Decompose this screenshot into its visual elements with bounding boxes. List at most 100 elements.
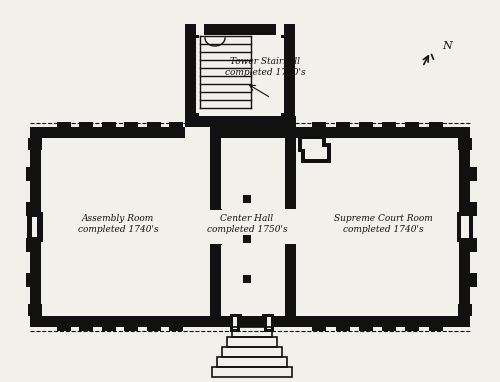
- Bar: [30, 274, 41, 287]
- Bar: [147, 320, 161, 331]
- Bar: [28, 304, 42, 316]
- Bar: [359, 320, 373, 331]
- Bar: [30, 127, 41, 327]
- Bar: [298, 138, 326, 152]
- Bar: [185, 24, 295, 35]
- Bar: [30, 167, 41, 181]
- Bar: [461, 216, 469, 238]
- Bar: [466, 238, 477, 252]
- Bar: [232, 327, 272, 337]
- Bar: [210, 116, 224, 138]
- Bar: [234, 314, 242, 327]
- Bar: [124, 122, 138, 132]
- Bar: [124, 316, 138, 327]
- Bar: [124, 127, 138, 138]
- Bar: [459, 167, 470, 181]
- Bar: [170, 122, 183, 132]
- Bar: [210, 138, 221, 316]
- Bar: [212, 367, 292, 377]
- Bar: [428, 316, 442, 327]
- Bar: [79, 127, 93, 138]
- Bar: [170, 127, 183, 138]
- Bar: [27, 212, 43, 242]
- Bar: [285, 127, 295, 138]
- Bar: [26, 202, 37, 216]
- Bar: [305, 147, 327, 159]
- Text: Assembly Room
completed 1740's: Assembly Room completed 1740's: [78, 214, 158, 234]
- Bar: [147, 316, 161, 327]
- Bar: [382, 320, 396, 331]
- Bar: [267, 317, 271, 329]
- Bar: [30, 316, 470, 327]
- Bar: [124, 320, 138, 331]
- Bar: [308, 151, 317, 160]
- Bar: [459, 202, 470, 216]
- Bar: [26, 274, 37, 287]
- Bar: [285, 209, 296, 244]
- Bar: [230, 314, 240, 332]
- Bar: [227, 126, 267, 138]
- Bar: [102, 320, 116, 331]
- Bar: [196, 13, 204, 35]
- Bar: [359, 127, 373, 138]
- Bar: [102, 316, 116, 327]
- Bar: [26, 167, 37, 181]
- Bar: [336, 122, 349, 132]
- Bar: [217, 357, 287, 367]
- Bar: [312, 320, 326, 331]
- Bar: [428, 122, 442, 132]
- Bar: [282, 116, 296, 138]
- Bar: [336, 127, 349, 138]
- Bar: [227, 337, 277, 347]
- Bar: [457, 212, 473, 242]
- Bar: [284, 24, 295, 127]
- Bar: [185, 127, 221, 138]
- Bar: [301, 143, 331, 163]
- Bar: [79, 316, 93, 327]
- Bar: [30, 238, 41, 252]
- Bar: [382, 316, 396, 327]
- Bar: [26, 238, 37, 252]
- Bar: [458, 138, 472, 150]
- Bar: [406, 127, 419, 138]
- Bar: [79, 320, 93, 331]
- Bar: [243, 235, 251, 243]
- Bar: [56, 320, 70, 331]
- Bar: [466, 274, 477, 287]
- Bar: [466, 167, 477, 181]
- Bar: [406, 316, 419, 327]
- Bar: [185, 24, 196, 127]
- Bar: [302, 139, 322, 149]
- Bar: [312, 127, 326, 138]
- Bar: [222, 347, 282, 357]
- Bar: [458, 304, 472, 316]
- Bar: [406, 320, 419, 331]
- Bar: [336, 320, 349, 331]
- Bar: [359, 122, 373, 132]
- Bar: [233, 317, 237, 329]
- Bar: [459, 127, 470, 327]
- Bar: [459, 238, 470, 252]
- Bar: [210, 209, 221, 244]
- Bar: [406, 122, 419, 132]
- Bar: [312, 122, 326, 132]
- Bar: [185, 113, 199, 127]
- Bar: [281, 113, 295, 127]
- Bar: [285, 138, 296, 316]
- Bar: [170, 320, 183, 331]
- Bar: [466, 202, 477, 216]
- Bar: [56, 316, 70, 327]
- Text: Tower Stairhall
completed 1750's: Tower Stairhall completed 1750's: [224, 57, 306, 77]
- Bar: [428, 127, 442, 138]
- Bar: [264, 314, 274, 332]
- Bar: [243, 275, 251, 283]
- Text: N: N: [442, 41, 452, 51]
- Bar: [223, 132, 271, 138]
- Bar: [312, 316, 326, 327]
- Bar: [185, 116, 295, 127]
- Bar: [147, 127, 161, 138]
- Bar: [32, 217, 37, 237]
- Bar: [102, 122, 116, 132]
- Bar: [336, 316, 349, 327]
- Bar: [30, 127, 470, 138]
